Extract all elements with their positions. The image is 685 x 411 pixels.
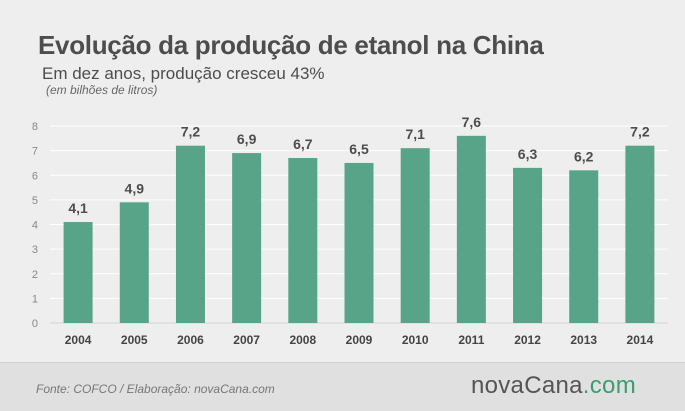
data-label: 7,2 (181, 124, 201, 140)
data-label: 4,1 (68, 200, 88, 216)
brand-suffix: .com (582, 372, 636, 399)
brand-name: novaCana (470, 372, 583, 399)
data-label: 7,6 (462, 114, 482, 130)
y-tick-label: 4 (32, 220, 38, 232)
data-label: 6,7 (293, 136, 313, 152)
bar (232, 153, 262, 323)
source-note: Fonte: COFCO / Elaboração: novaCana.com (36, 382, 275, 396)
data-label: 6,5 (349, 141, 369, 157)
bar (119, 202, 149, 323)
x-tick-label: 2010 (402, 333, 429, 347)
y-tick-label: 8 (32, 121, 38, 133)
bar-chart: 0 1 2 3 4 5 6 7 8 4,1 2004 4,9 2005 7,2 2006 6,9 2007 6,7… (32, 114, 668, 347)
chart-title: Evolução da produção de etanol na China (38, 30, 544, 60)
y-tick-label: 1 (32, 293, 38, 305)
footer: Fonte: COFCO / Elaboração: novaCana.com … (0, 362, 685, 411)
x-tick-label: 2005 (121, 333, 148, 347)
data-label: 6,3 (518, 146, 538, 162)
bar (625, 145, 655, 323)
x-tick-label: 2011 (458, 333, 484, 347)
x-tick-label: 2013 (570, 333, 597, 347)
chart-subtitle: Em dez anos, produção cresceu 43% (42, 64, 325, 83)
bar (569, 170, 599, 323)
bar (63, 222, 93, 323)
y-tick-label: 0 (32, 318, 38, 330)
bar (175, 145, 205, 323)
x-tick-label: 2014 (627, 333, 654, 347)
brand-logo: novaCana.com (471, 372, 636, 400)
y-tick-label: 7 (32, 146, 38, 158)
bar (513, 167, 543, 323)
bar (400, 148, 430, 323)
y-tick-label: 5 (32, 195, 38, 207)
data-label: 7,2 (630, 124, 650, 140)
data-label: 4,9 (125, 180, 145, 196)
x-tick-label: 2007 (233, 333, 260, 347)
y-tick-label: 2 (32, 269, 38, 281)
x-tick-label: 2009 (346, 333, 373, 347)
data-label: 6,9 (237, 131, 257, 147)
x-tick-label: 2004 (65, 333, 92, 347)
data-label: 6,2 (574, 148, 594, 164)
bar (288, 158, 318, 323)
x-tick-label: 2006 (177, 333, 204, 347)
x-tick-label: 2012 (514, 333, 541, 347)
y-tick-label: 6 (32, 170, 38, 182)
y-tick-label: 3 (32, 244, 38, 256)
bar (344, 162, 374, 323)
x-tick-label: 2008 (289, 333, 316, 347)
bar (456, 135, 486, 323)
data-label: 7,1 (405, 126, 425, 142)
unit-label: (em bilhões de litros) (46, 83, 158, 97)
